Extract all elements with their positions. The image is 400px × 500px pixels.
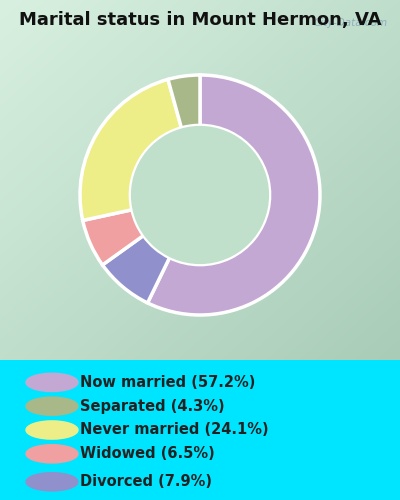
Text: Separated (4.3%): Separated (4.3%) bbox=[80, 398, 225, 413]
Text: City-Data.com: City-Data.com bbox=[314, 18, 388, 28]
Wedge shape bbox=[102, 236, 170, 303]
Text: Divorced (7.9%): Divorced (7.9%) bbox=[80, 474, 212, 490]
Circle shape bbox=[26, 472, 78, 491]
Wedge shape bbox=[148, 75, 320, 315]
Wedge shape bbox=[80, 80, 182, 220]
Circle shape bbox=[132, 126, 268, 264]
Wedge shape bbox=[168, 75, 200, 128]
Circle shape bbox=[26, 421, 78, 439]
Circle shape bbox=[26, 397, 78, 415]
Text: Widowed (6.5%): Widowed (6.5%) bbox=[80, 446, 215, 462]
Wedge shape bbox=[83, 210, 144, 265]
Text: Never married (24.1%): Never married (24.1%) bbox=[80, 422, 269, 438]
Circle shape bbox=[26, 444, 78, 463]
Text: Marital status in Mount Hermon, VA: Marital status in Mount Hermon, VA bbox=[19, 11, 381, 29]
Circle shape bbox=[26, 374, 78, 392]
Text: Now married (57.2%): Now married (57.2%) bbox=[80, 375, 255, 390]
